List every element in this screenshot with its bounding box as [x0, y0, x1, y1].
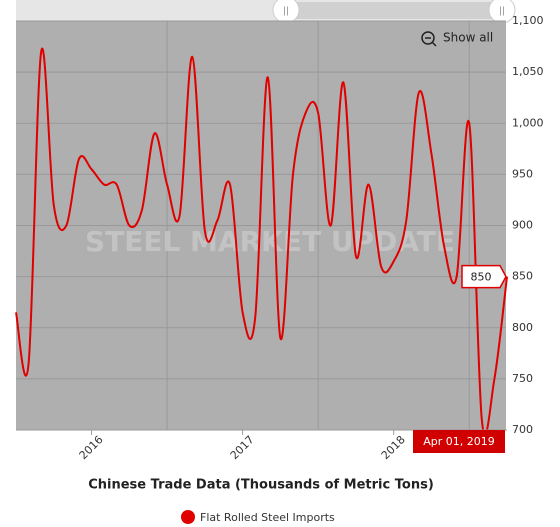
y-tick-label: 950 [512, 167, 533, 180]
tooltip-value: 850 [471, 271, 492, 284]
tooltip-box [461, 264, 507, 289]
line [15, 47, 508, 436]
zoom-icon [431, 41, 437, 47]
navigator-range[interactable] [286, 2, 502, 19]
watermark: STEEL MARKET UPDATE [85, 225, 455, 258]
y-tick-label: 1,000 [512, 116, 544, 129]
y-tick-label: 750 [512, 372, 533, 385]
x-tick-label: 2018 [379, 433, 408, 462]
show-all-button[interactable]: Show all [421, 31, 493, 47]
zoom-icon [421, 31, 435, 45]
handle-grip: || [499, 7, 505, 17]
y-tick-label: 1,050 [512, 65, 544, 78]
show-all-label[interactable]: Show all [443, 31, 493, 45]
y-tick-label: 800 [512, 321, 533, 334]
legend-marker [181, 510, 195, 524]
x-tick-label: 2016 [77, 433, 106, 462]
handle-grip: || [283, 7, 289, 17]
y-tick-label: 1,100 [512, 14, 544, 27]
y-tick-label: 700 [512, 423, 533, 436]
tooltip-date-box [413, 430, 505, 453]
x-tick-label: 2017 [228, 433, 257, 462]
legend-label: Flat Rolled Steel Imports [200, 511, 335, 524]
chart-title: Chinese Trade Data (Thousands of Metric … [88, 478, 434, 493]
y-tick-label: 850 [512, 270, 533, 283]
y-tick-label: 900 [512, 219, 533, 232]
tooltip-date: Apr 01, 2019 [423, 435, 495, 448]
